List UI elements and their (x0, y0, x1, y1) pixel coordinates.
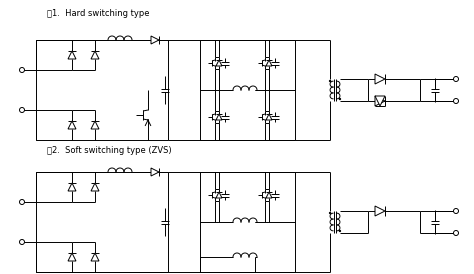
Polygon shape (266, 192, 272, 198)
Polygon shape (375, 206, 385, 216)
Polygon shape (68, 183, 76, 191)
Polygon shape (91, 51, 99, 59)
Polygon shape (91, 253, 99, 261)
Polygon shape (375, 96, 385, 106)
Polygon shape (68, 51, 76, 59)
Polygon shape (375, 74, 385, 84)
Circle shape (329, 212, 331, 214)
Bar (36, 40, 168, 140)
Bar (200, 40, 295, 140)
Polygon shape (91, 121, 99, 129)
Polygon shape (91, 183, 99, 191)
Circle shape (339, 98, 341, 100)
Polygon shape (266, 114, 272, 120)
Circle shape (329, 80, 331, 82)
Polygon shape (375, 96, 385, 106)
Polygon shape (151, 168, 159, 176)
Text: 図1.  Hard switching type: 図1. Hard switching type (47, 9, 149, 18)
Text: 図2.  Soft switching type (ZVS): 図2. Soft switching type (ZVS) (47, 146, 172, 155)
Polygon shape (68, 121, 76, 129)
Polygon shape (216, 114, 222, 120)
Polygon shape (266, 60, 272, 66)
Polygon shape (216, 192, 222, 198)
Bar (36, 172, 168, 272)
Bar (200, 172, 295, 272)
Polygon shape (68, 253, 76, 261)
Polygon shape (216, 60, 222, 66)
Polygon shape (151, 36, 159, 44)
Circle shape (339, 230, 341, 232)
